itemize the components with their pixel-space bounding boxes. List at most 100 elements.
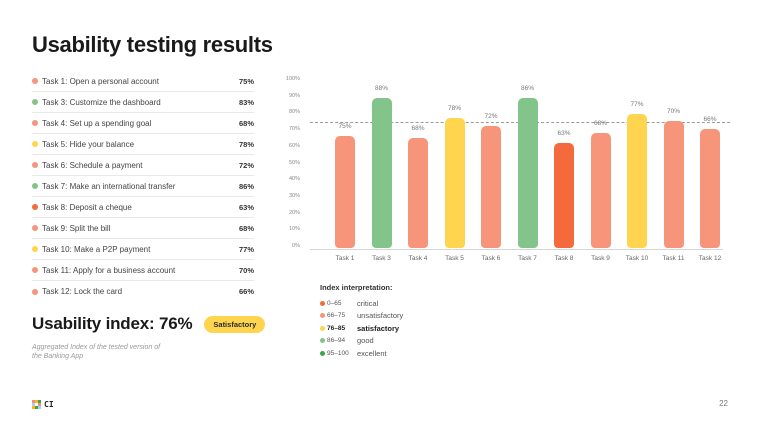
- chart-bar: [627, 114, 647, 248]
- legend-label: critical: [357, 298, 379, 308]
- task-value: 78%: [238, 139, 254, 149]
- chart-bar: [444, 117, 465, 248]
- task-row: Task 9: Split the bill 68%: [32, 218, 254, 239]
- legend-item: 76–85 satisfactory: [320, 322, 403, 335]
- task-label: Task 10: Make a P2P payment: [42, 244, 151, 254]
- bar-value-label: 86%: [520, 84, 534, 92]
- legend-dot-icon: [320, 350, 325, 356]
- bar-value-label: 75%: [338, 123, 352, 131]
- task-list: Task 1: Open a personal account 75% Task 3…: [32, 71, 254, 302]
- task-value: 77%: [238, 244, 254, 254]
- legend-item: 0–65 critical: [320, 297, 403, 310]
- x-tick-label: Task 5: [445, 255, 464, 262]
- chart-bar: [700, 129, 720, 248]
- bar-value-label: 77%: [630, 101, 644, 109]
- legend-item: 86–94 good: [320, 335, 403, 348]
- legend-item: 95–100 excellent: [320, 347, 403, 360]
- task-value: 75%: [238, 76, 254, 86]
- y-tick-label: 20%: [288, 209, 300, 216]
- task-value: 86%: [238, 181, 254, 191]
- task-label: Task 3: Customize the dashboard: [42, 97, 161, 107]
- task-value: 68%: [238, 118, 254, 128]
- x-tick-label: Task 9: [591, 255, 610, 262]
- task-label: Task 12: Lock the card: [42, 287, 123, 296]
- task-row: Task 7: Make an international transfer 86…: [32, 176, 254, 197]
- task-value: 63%: [238, 202, 254, 212]
- chart-bar: [517, 97, 538, 248]
- chart-bar: [371, 97, 392, 248]
- x-tick-label: Task 4: [408, 255, 428, 262]
- task-label: Task 11: Apply for a business account: [42, 265, 176, 275]
- legend-item: 66–75 unsatisfactory: [320, 310, 403, 323]
- task-row: Task 10: Make a P2P payment 77%: [32, 239, 254, 260]
- task-label: Task 9: Split the bill: [42, 223, 111, 233]
- task-row: Task 1: Open a personal account 75%: [32, 71, 254, 92]
- bar-value-label: 66%: [703, 116, 717, 124]
- legend-dot-icon: [320, 300, 325, 306]
- bar-chart: 100% 90% 80% 70% 60% 50% 40% 30% 20% 10% 0% 75% Task…: [280, 70, 730, 270]
- legend-label: good: [357, 336, 374, 346]
- task-row: Task 4: Set up a spending goal 68%: [32, 113, 254, 134]
- bar-value-label: 68%: [411, 124, 425, 132]
- task-row: Task 8: Deposit a cheque 63%: [32, 197, 254, 218]
- x-tick-label: Task 12: [698, 255, 722, 262]
- task-row: Task 12: Lock the card 66%: [32, 281, 254, 302]
- usability-index-title: Usability index: 76%: [32, 314, 193, 333]
- chart-bar: [408, 137, 428, 248]
- legend-range: 0–65: [327, 299, 342, 307]
- task-value: 72%: [238, 160, 254, 170]
- chart-bar: [335, 136, 355, 248]
- index-legend: Index interpretation: 0–65 critical 66–75 u…: [320, 283, 403, 360]
- x-axis-line: [310, 249, 723, 250]
- logo: CI: [32, 400, 54, 409]
- status-dot-icon: [32, 246, 38, 252]
- status-badge: Satisfactory: [204, 315, 266, 333]
- legend-range: 66–75: [327, 312, 346, 320]
- legend-label: unsatisfactory: [357, 311, 404, 321]
- status-dot-icon: [32, 99, 38, 105]
- y-tick-label: 70%: [288, 126, 300, 133]
- bar-value-label: 88%: [374, 84, 388, 92]
- status-dot-icon: [32, 183, 38, 189]
- legend-dot-icon: [320, 313, 325, 319]
- chart-bar: [554, 142, 574, 248]
- legend-range: 86–94: [327, 337, 346, 345]
- task-label: Task 1: Open a personal account: [42, 76, 159, 86]
- task-value: 68%: [238, 223, 254, 233]
- x-tick-label: Task 3: [372, 255, 391, 262]
- x-tick-label: Task 11: [662, 255, 685, 262]
- legend-label: satisfactory: [357, 323, 400, 333]
- legend-dot-icon: [320, 338, 325, 344]
- task-value: 70%: [238, 265, 254, 275]
- task-value: 83%: [238, 97, 254, 107]
- chart-bar: [590, 132, 611, 248]
- logo-grid-icon: [32, 400, 41, 409]
- y-tick-label: 50%: [288, 159, 300, 166]
- legend-range: 76–85: [327, 324, 346, 332]
- status-dot-icon: [32, 267, 38, 273]
- task-value: 66%: [238, 287, 254, 296]
- status-dot-icon: [32, 141, 38, 147]
- chart-bar: [663, 121, 684, 248]
- legend-label: excellent: [357, 348, 387, 358]
- y-tick-label: 30%: [288, 192, 300, 199]
- x-tick-label: Task 6: [481, 255, 501, 262]
- task-row: Task 3: Customize the dashboard 83%: [32, 92, 254, 113]
- usability-index: Usability index: 76% Satisfactory: [32, 314, 266, 334]
- y-tick-label: 90%: [288, 92, 300, 99]
- y-tick-label: 60%: [288, 142, 300, 149]
- bar-value-label: 63%: [557, 129, 571, 137]
- task-label: Task 4: Set up a spending goal: [42, 118, 152, 128]
- y-tick-label: 80%: [288, 109, 300, 116]
- x-tick-label: Task 1: [335, 255, 355, 262]
- status-dot-icon: [32, 288, 38, 295]
- status-dot-icon: [32, 120, 38, 126]
- legend-dot-icon: [320, 325, 325, 331]
- x-tick-label: Task 7: [518, 255, 537, 262]
- logo-text: CI: [44, 400, 54, 409]
- usability-index-subtitle: Aggregated Index of the tested version o…: [32, 344, 161, 360]
- bar-value-label: 68%: [593, 119, 607, 127]
- task-row: Task 6: Schedule a payment 72%: [32, 155, 254, 176]
- bar-value-label: 70%: [666, 108, 680, 116]
- task-label: Task 7: Make an international transfer: [42, 181, 176, 191]
